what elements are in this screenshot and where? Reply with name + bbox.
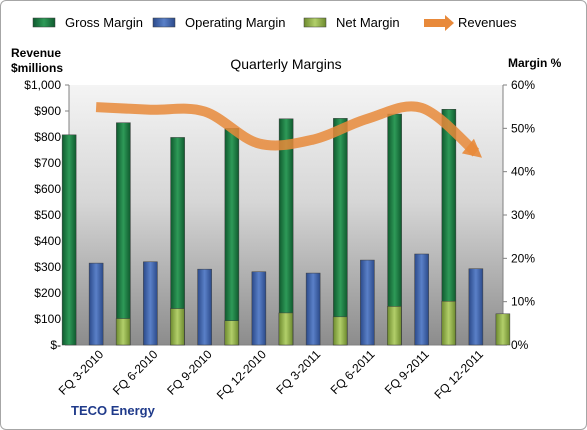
bar-gross-margin [278,118,294,346]
right-tick-label: 60% [511,78,535,92]
bar-gross-margin [333,118,348,346]
revenue-line-path [95,101,480,157]
left-tick-label: $900 [34,104,61,118]
x-tick-label: FQ 12-2010 [214,347,269,402]
bar-operating-margin [468,268,484,346]
bar-gross-margin [224,128,240,346]
right-tick-label: 30% [511,208,535,222]
bar-net-margin [441,300,456,346]
x-tick-label: FQ 6-2011 [328,347,378,397]
bars [61,109,511,346]
left-tick-label: $700 [34,156,61,170]
x-tick-label: FQ 3-2011 [273,347,323,397]
right-tick-label: 20% [511,251,535,265]
x-tick-label: FQ 3-2010 [56,347,107,398]
left-tick-label: $- [50,338,61,352]
chart-title: Quarterly Margins [230,56,341,72]
x-tick-label: FQ 12-2011 [431,347,486,402]
bar-operating-margin [197,268,212,346]
left-tick-label: $300 [34,260,61,274]
bar-net-margin [387,306,402,346]
left-axis: $- $100 $200 $300 $400 $500 $600 $700 $800 $900 $1… [24,78,70,352]
legend: Gross Margin Operating Margin Net Margin Re… [32,15,517,31]
right-tick-label: 10% [511,295,535,309]
bar-net-margin [495,313,511,346]
right-axis-title: Margin % [508,56,562,70]
bar-net-margin [115,318,131,346]
bar-gross-margin [61,134,77,346]
legend-swatch-gross-margin [32,17,56,28]
left-axis-title-line2: $millions [11,61,63,75]
revenue-line [95,101,483,158]
legend-arrow-revenues [445,15,454,31]
legend-label-gross-margin: Gross Margin [65,15,143,30]
x-tick-label: FQ 9-2011 [382,347,432,397]
legend-label-net-margin: Net Margin [336,15,400,30]
legend-swatch-net-margin [303,17,327,28]
legend-label-operating-margin: Operating Margin [185,15,285,30]
right-axis: 0% 10% 20% 30% 40% 50% 60% [69,78,535,352]
right-tick-label: 0% [511,338,529,352]
left-tick-label: $1,000 [24,78,61,92]
bar-net-margin [278,312,294,346]
left-tick-label: $500 [34,208,61,222]
left-tick-label: $600 [34,182,61,196]
x-tick-label: FQ 6-2010 [110,347,161,398]
left-tick-label: $400 [34,234,61,248]
left-axis-title-line1: Revenue [11,46,61,60]
bar-gross-margin [116,122,131,346]
left-tick-label: $200 [34,286,61,300]
bar-operating-margin [360,259,375,346]
bar-net-margin [170,308,185,346]
right-tick-label: 40% [511,165,535,179]
legend-swatch-operating-margin [152,17,176,28]
bar-operating-margin [251,271,267,346]
x-axis: FQ 3-2010 FQ 6-2010 FQ 9-2010 FQ 12-2010 FQ … [56,347,486,402]
bar-operating-margin [143,261,158,346]
right-tick-label: 50% [511,121,535,135]
left-tick-label: $100 [34,312,61,326]
bar-net-margin [332,316,348,346]
company-label: TECO Energy [71,403,156,418]
bar-operating-margin [414,253,429,346]
bar-operating-margin [305,272,321,346]
bar-net-margin [224,320,239,346]
legend-label-revenues: Revenues [458,15,517,30]
revenue-line-arrowhead [461,138,483,158]
bar-operating-margin [88,262,104,346]
left-tick-label: $800 [34,130,61,144]
x-tick-label: FQ 9-2010 [164,347,215,398]
